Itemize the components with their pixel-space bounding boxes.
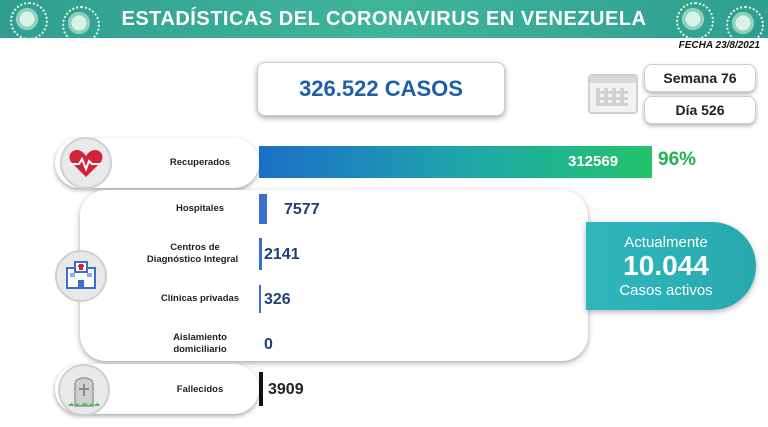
home-isolation-label-line1: Aislamiento <box>173 332 227 343</box>
home-isolation-label-line2: domiciliario <box>173 344 227 355</box>
recovered-label: Recuperados <box>169 157 231 168</box>
recovered-value: 312569 <box>568 153 619 170</box>
heart-icon <box>60 137 112 189</box>
clinics-bar <box>259 285 261 313</box>
centers-label-line1: Centros de <box>170 242 220 253</box>
date-label: FECHA 23/8/2021 <box>678 40 760 51</box>
home-isolation-value: 0 <box>264 336 273 353</box>
deaths-bar <box>259 372 263 406</box>
calendar-icon <box>588 74 638 114</box>
recovered-bar <box>259 146 652 178</box>
virus-icon <box>10 2 48 40</box>
centers-value: 2141 <box>264 246 300 263</box>
clinics-label: Clínicas privadas <box>160 293 240 304</box>
virus-icon <box>726 6 764 44</box>
centers-label-line2: Diagnóstico Integral <box>146 254 239 265</box>
active-cases-panel <box>80 190 588 361</box>
active-cases-value: 10.044 <box>623 250 709 281</box>
active-cases-badge: Actualmente 10.044 Casos activos <box>586 222 756 310</box>
clinics-value: 326 <box>264 291 291 308</box>
recovered-percent: 96% <box>658 149 697 170</box>
page-title: ESTADÍSTICAS DEL CORONAVIRUS EN VENEZUEL… <box>121 8 647 30</box>
active-cases-caption: Actualmente <box>624 234 708 251</box>
deaths-value: 3909 <box>268 381 304 398</box>
week-pill: Semana 76 <box>644 64 756 92</box>
total-cases-box: 326.522 CASOS <box>257 62 505 116</box>
hospitals-value: 7577 <box>284 201 320 218</box>
virus-icon <box>62 6 100 44</box>
header-banner <box>0 0 768 38</box>
active-cases-subcaption: Casos activos <box>619 282 713 299</box>
hospital-icon <box>55 250 107 302</box>
hospitals-bar <box>259 194 267 224</box>
centers-bar <box>259 238 262 270</box>
virus-icon <box>676 2 714 40</box>
hospitals-label: Hospitales <box>175 203 225 214</box>
tombstone-icon <box>58 364 110 416</box>
day-pill: Día 526 <box>644 96 756 124</box>
deaths-label: Fallecidos <box>176 384 224 395</box>
